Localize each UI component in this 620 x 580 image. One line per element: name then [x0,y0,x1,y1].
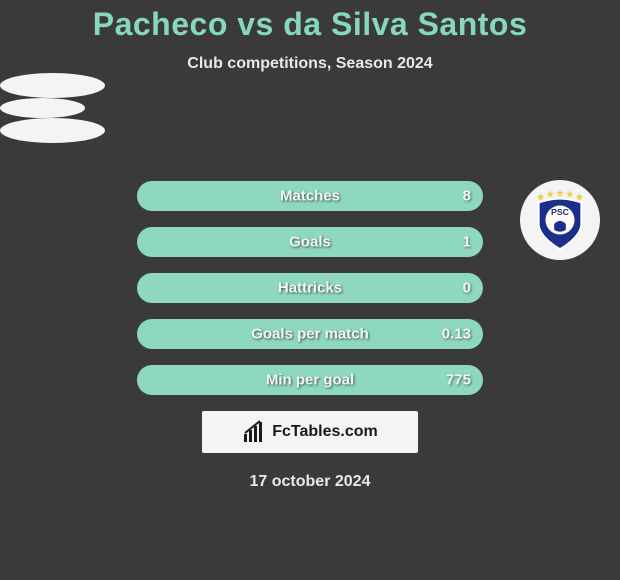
player-left-oval-2 [0,98,85,118]
subtitle: Club competitions, Season 2024 [0,55,620,73]
brand-footer: FcTables.com [202,411,418,453]
player-left-oval-1 [0,73,105,98]
stat-value-right: 0.13 [442,326,471,343]
club-right-crest: PSC [520,180,600,260]
stat-value-right: 0 [463,280,471,297]
page-title: Pacheco vs da Silva Santos [0,0,620,43]
date-text: 17 october 2024 [0,473,620,491]
stat-row: Min per goal 775 [137,365,483,395]
stat-label: Matches [280,188,340,205]
stat-label: Min per goal [266,372,354,389]
stat-row: Hattricks 0 [137,273,483,303]
stats-list: Matches 8 Goals 1 Hattricks 0 Goals per match 0… [137,181,483,395]
stat-label: Hattricks [278,280,342,297]
brand-text: FcTables.com [272,423,378,441]
barchart-icon [242,420,266,444]
stat-label: Goals per match [251,326,369,343]
stat-label: Goals [289,234,331,251]
crest-text: PSC [551,207,570,217]
shield-icon: PSC [529,189,591,251]
stat-row: Goals per match 0.13 [137,319,483,349]
stat-row: Matches 8 [137,181,483,211]
player-right-oval-1 [0,118,105,143]
stat-value-right: 775 [446,372,471,389]
stat-value-right: 8 [463,188,471,205]
stat-value-right: 1 [463,234,471,251]
stat-row: Goals 1 [137,227,483,257]
